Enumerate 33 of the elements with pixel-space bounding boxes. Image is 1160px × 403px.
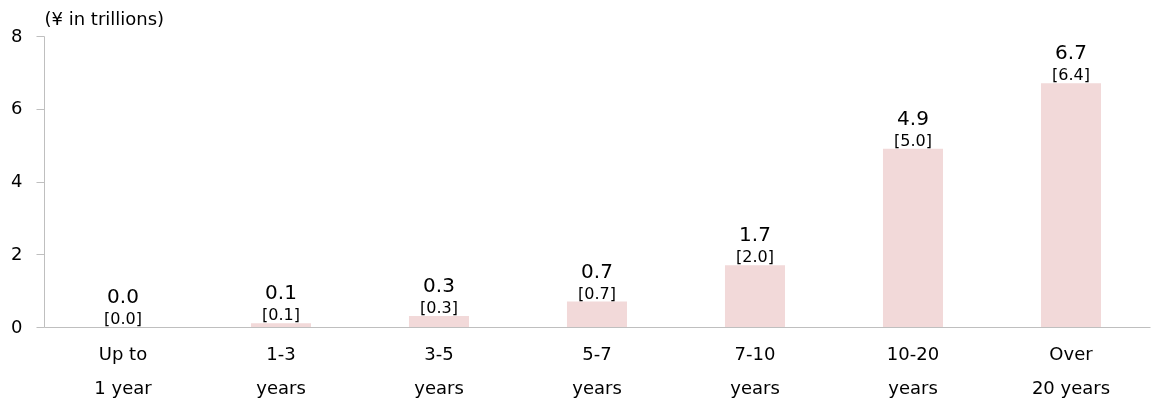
x-tick-label: 5-7 years <box>572 342 622 398</box>
x-tick-label: 1-3 years <box>256 342 306 398</box>
y-tick-label: 2 <box>11 242 23 264</box>
annotation: [0.3] <box>420 298 458 318</box>
data-label: 0.7 <box>581 258 613 283</box>
y-tick-label: 6 <box>11 97 23 119</box>
y-tick-label: 8 <box>11 24 23 46</box>
x-tick-label: 10-20 years <box>886 342 940 398</box>
annotation: [2.0] <box>736 247 774 267</box>
annotation: [0.1] <box>262 305 300 325</box>
x-tick-label: Up to 1 year <box>94 342 153 398</box>
annotation: [0.0] <box>104 309 142 328</box>
y-axis-title: (¥ in trillions) <box>44 7 165 29</box>
data-label: 6.7 <box>1055 40 1087 65</box>
x-tick-label: 7-10 years <box>730 342 780 398</box>
annotation: [0.7] <box>578 283 616 303</box>
data-label: 0.0 <box>107 284 139 308</box>
data-label: 0.3 <box>423 273 455 298</box>
bar <box>882 148 944 327</box>
data-label: 4.9 <box>897 105 929 130</box>
bar <box>724 265 786 327</box>
x-tick-label: 3-5 years <box>414 342 464 398</box>
y-tick-label: 0 <box>11 315 23 337</box>
bar <box>566 301 628 327</box>
bar <box>250 323 312 327</box>
y-tick-label: 4 <box>11 170 23 191</box>
bar <box>408 316 470 327</box>
data-label: 1.7 <box>739 222 771 247</box>
data-label: 0.1 <box>265 280 297 305</box>
annotation: [6.4] <box>1052 65 1090 85</box>
annotation: [5.0] <box>894 130 932 150</box>
bar <box>1040 83 1102 327</box>
x-tick-label: Over 20 years <box>1031 342 1111 398</box>
